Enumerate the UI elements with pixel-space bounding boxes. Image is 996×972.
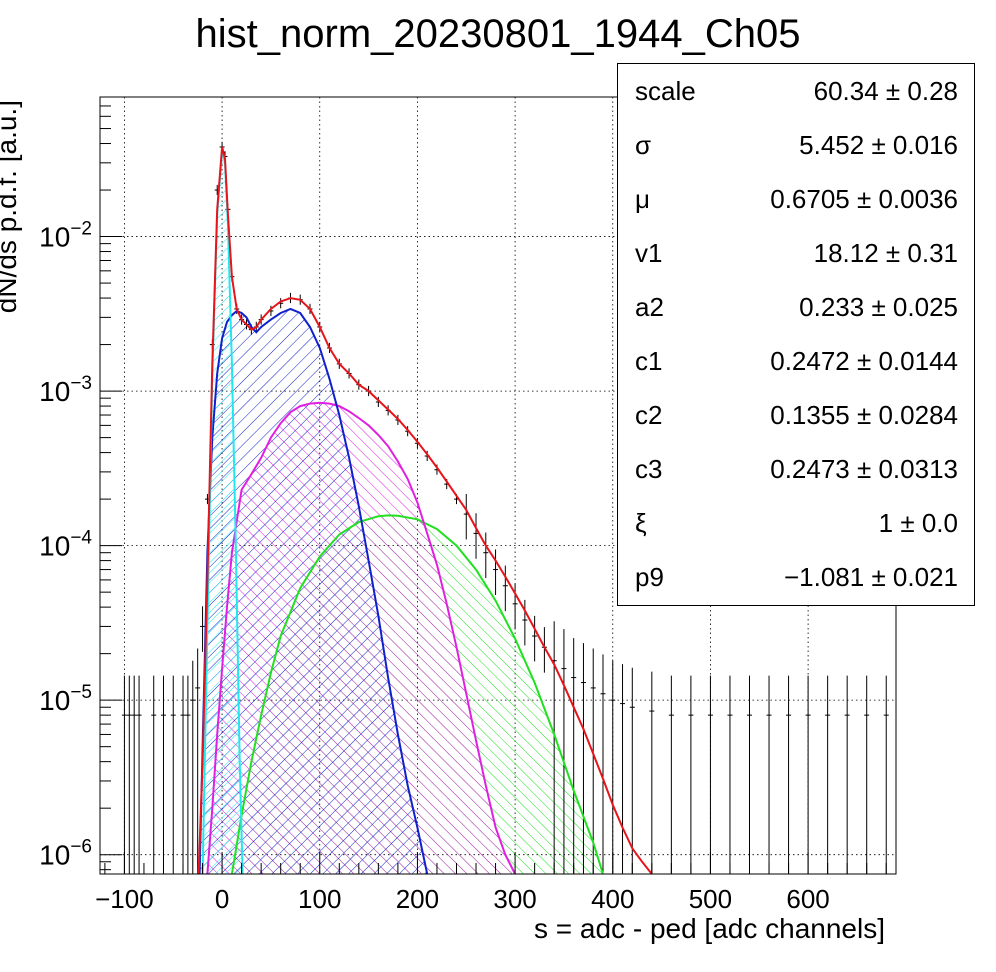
stat-value: −1.081 ± 0.021 [783, 562, 958, 592]
stat-name: σ [635, 130, 652, 160]
stat-value: 0.2473 ± 0.0313 [770, 454, 958, 484]
fit-stats-box: scale 60.34 ± 0.28 σ 5.452 ± 0.016 μ 0.6… [617, 63, 975, 606]
y-tick-label: 10−5 [39, 682, 92, 716]
x-tick-label: −100 [95, 884, 154, 914]
stat-name: c2 [635, 400, 663, 430]
stat-value: 0.233 ± 0.025 [799, 292, 958, 322]
stat-name: c3 [635, 454, 663, 484]
stat-name: scale [635, 76, 696, 106]
histogram-data [121, 141, 889, 874]
curve-two_pe [206, 401, 516, 874]
curve-one_pe [198, 307, 429, 874]
stat-row: c1 0.2472 ± 0.0144 [618, 334, 974, 388]
curve-total_fit [197, 146, 653, 874]
stat-value: 0.1355 ± 0.0284 [770, 400, 958, 430]
chart-title: hist_norm_20230801_1944_Ch05 [196, 12, 801, 56]
y-tick-label: 10−3 [39, 373, 92, 407]
stat-row: v1 18.12 ± 0.31 [618, 226, 974, 280]
x-tick-label: 200 [396, 884, 439, 914]
stat-row: p9 −1.081 ± 0.021 [618, 550, 974, 604]
x-tick-label: 600 [786, 884, 829, 914]
y-tick-label: 10−6 [39, 837, 92, 871]
stat-value: 0.6705 ± 0.0036 [770, 184, 958, 214]
y-tick-label: 10−4 [39, 528, 92, 562]
axes: −100 0 100 200 300 400 500 600 10−6 10−5 10−4 10−3 1… [39, 96, 887, 914]
x-tick-label: 500 [689, 884, 732, 914]
x-tick-label: 100 [298, 884, 341, 914]
stat-name: μ [635, 184, 650, 214]
x-tick-label: 0 [215, 884, 229, 914]
stat-value: 0.2472 ± 0.0144 [770, 346, 958, 376]
y-axis-label: dN/ds p.d.f. [a.u.] [0, 100, 22, 313]
fill-pedestal [202, 150, 243, 874]
stat-value: 18.12 ± 0.31 [813, 238, 958, 268]
stat-row: c2 0.1355 ± 0.0284 [618, 388, 974, 442]
fit-curves [197, 146, 653, 874]
stat-row: a2 0.233 ± 0.025 [618, 280, 974, 334]
stat-value: 1 ± 0.0 [878, 508, 958, 538]
stat-row: μ 0.6705 ± 0.0036 [618, 172, 974, 226]
y-tick-label: 10−2 [39, 219, 92, 253]
x-tick-label: 400 [591, 884, 634, 914]
stat-value: 60.34 ± 0.28 [813, 76, 958, 106]
stat-name: v1 [635, 238, 663, 268]
stat-row: c3 0.2473 ± 0.0313 [618, 442, 974, 496]
x-axis-label: s = adc - ped [adc channels] [534, 913, 885, 944]
stat-row: σ 5.452 ± 0.016 [618, 118, 974, 172]
curve-three_pe [230, 514, 604, 874]
stat-name: ξ [635, 508, 647, 538]
stat-row: ξ 1 ± 0.0 [618, 496, 974, 550]
stat-value: 5.452 ± 0.016 [799, 130, 958, 160]
stat-name: c1 [635, 346, 663, 376]
x-tick-label: 300 [493, 884, 536, 914]
stat-row: scale 60.34 ± 0.28 [618, 64, 974, 118]
component-fills [199, 150, 603, 874]
stat-name: a2 [635, 292, 664, 322]
stat-name: p9 [635, 562, 664, 592]
